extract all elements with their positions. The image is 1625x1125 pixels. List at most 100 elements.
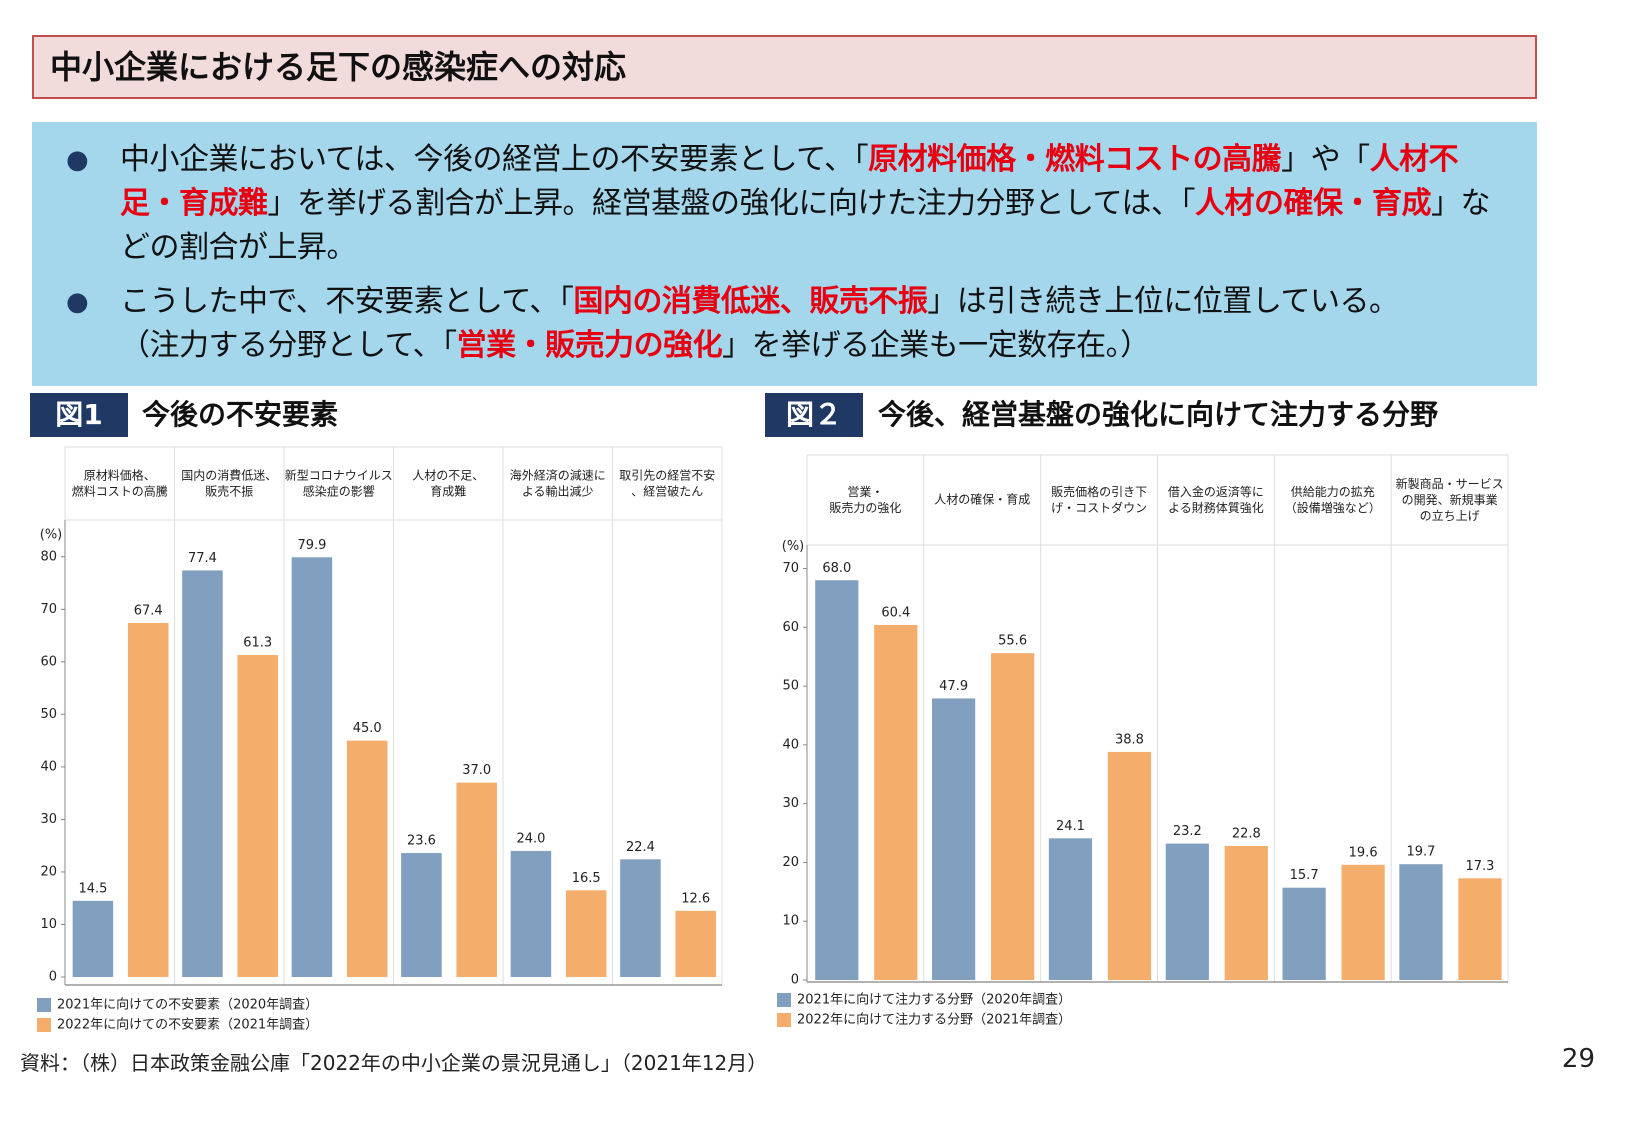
value-label: 77.4 — [188, 551, 217, 566]
y-tick-label: 50 — [782, 679, 799, 694]
bar — [620, 859, 661, 977]
y-tick-label: 60 — [40, 654, 57, 669]
bullet-dot: ● — [66, 287, 89, 317]
value-label: 60.4 — [881, 605, 910, 620]
bullet-text: 」を挙げる企業も一定数存在。） — [722, 328, 1150, 363]
bar — [565, 890, 607, 977]
bar — [1458, 878, 1502, 980]
bar — [127, 622, 169, 977]
emphasis-text: 人材不足・育成難 — [120, 142, 1459, 221]
summary-box: ● 中小企業においては、今後の経営上の不安要素として、「原材料価格・燃料コストの高… — [32, 122, 1537, 386]
bullet-text: 」などの割合が上昇。 — [120, 186, 1491, 265]
bar — [1048, 838, 1093, 980]
y-axis-label: (%) — [40, 527, 63, 542]
value-label: 24.1 — [1056, 819, 1085, 834]
emphasis-text: 原材料価格・燃料コストの高騰 — [868, 142, 1282, 177]
y-tick-label: 50 — [40, 707, 57, 722]
category-label: 新製商品・サービスの開発、新規事業の立ち上げ — [1396, 476, 1504, 523]
legend-swatch — [777, 993, 791, 1007]
legend-label: 2021年に向けての不安要素（2020年調査） — [57, 997, 318, 1013]
y-tick-label: 0 — [49, 970, 57, 985]
value-label: 16.5 — [572, 871, 601, 886]
bullet-text: 」を挙げる割合が上昇。経営基盤の強化に向けた注力分野としては、「 — [267, 186, 1196, 221]
y-tick-label: 20 — [782, 855, 799, 870]
bar — [991, 653, 1035, 980]
legend-swatch — [37, 998, 51, 1012]
value-label: 22.8 — [1232, 826, 1261, 841]
value-label: 79.9 — [297, 538, 326, 553]
y-tick-label: 40 — [782, 737, 799, 752]
bar — [932, 698, 976, 980]
bar — [1165, 843, 1209, 980]
value-label: 45.0 — [353, 721, 382, 736]
bar — [401, 853, 442, 977]
chart-title: 今後の不安要素 — [142, 398, 338, 431]
value-label: 68.0 — [822, 561, 851, 576]
category-label: 人材の確保・育成 — [934, 492, 1030, 507]
category-label: 営業・販売力の強化 — [829, 485, 901, 515]
value-label: 24.0 — [516, 831, 545, 846]
value-label: 37.0 — [462, 763, 491, 778]
y-tick-label: 10 — [40, 917, 57, 932]
y-tick-label: 0 — [791, 973, 799, 988]
value-label: 23.2 — [1173, 824, 1202, 839]
source-note: 資料：（株）日本政策金融公庫「2022年の中小企業の景況見通し」（2021年12… — [20, 1051, 768, 1075]
bar — [874, 624, 918, 980]
value-label: 17.3 — [1465, 859, 1494, 874]
bar — [1399, 864, 1443, 980]
bar — [675, 910, 716, 977]
y-tick-label: 40 — [40, 759, 57, 774]
emphasis-text: 営業・販売力の強化 — [456, 328, 723, 363]
page-number: 29 — [1561, 1044, 1595, 1074]
slide-title: 中小企業における足下の感染症への対応 — [32, 35, 1537, 99]
legend-label: 2022年に向けての不安要素（2021年調査） — [57, 1017, 318, 1033]
legend-swatch — [777, 1013, 791, 1027]
figure-label: 図２ — [786, 398, 842, 431]
bullet: ● こうした中で、不安要素として、「国内の消費低迷、販売不振」は引き続き上位に位置… — [32, 280, 1537, 368]
figure-label-box — [765, 393, 863, 437]
bullet-list: ● 中小企業においては、今後の経営上の不安要素として、「原材料価格・燃料コストの高… — [32, 122, 1537, 368]
bar — [237, 654, 278, 977]
value-label: 12.6 — [681, 891, 710, 906]
bar — [1282, 887, 1326, 980]
legend-label: 2022年に向けて注力する分野（2021年調査） — [797, 1012, 1071, 1028]
figure-label: 図1 — [55, 398, 102, 431]
y-tick-label: 80 — [40, 549, 57, 564]
value-label: 61.3 — [243, 635, 272, 650]
value-label: 23.6 — [407, 834, 436, 849]
bar — [456, 782, 497, 977]
value-label: 19.7 — [1406, 845, 1435, 860]
legend-label: 2021年に向けて注力する分野（2020年調査） — [797, 992, 1071, 1008]
y-tick-label: 10 — [782, 914, 799, 929]
emphasis-text: 国内の消費低迷、販売不振 — [573, 284, 928, 319]
value-label: 22.4 — [626, 840, 655, 855]
figure-label-box — [30, 393, 128, 437]
bar — [815, 580, 859, 980]
category-label: 取引先の経営不安、経営破たん — [619, 467, 715, 498]
category-label: 供給能力の拡充（設備増強など） — [1285, 484, 1381, 515]
category-label: 販売価格の引き下げ・コストダウン — [1051, 484, 1147, 515]
value-label: 67.4 — [134, 603, 163, 618]
y-tick-label: 70 — [40, 602, 57, 617]
category-label: 海外経済の減速による輸出減少 — [510, 467, 606, 498]
bar — [72, 900, 114, 977]
category-label: 国内の消費低迷、販売不振 — [181, 467, 277, 498]
bar — [510, 850, 552, 977]
bullet-text: 」や「 — [1281, 142, 1370, 177]
value-label: 47.9 — [939, 679, 968, 694]
bullet-text: 中小企業においては、今後の経営上の不安要素として、「 — [120, 142, 869, 177]
bullet-text: こうした中で、不安要素として、「 — [120, 284, 574, 319]
y-tick-label: 60 — [782, 620, 799, 635]
value-label: 19.6 — [1349, 845, 1378, 860]
y-axis-label: (%) — [782, 539, 805, 554]
category-label: 借入金の返済等による財務体質強化 — [1168, 484, 1264, 515]
value-label: 55.6 — [998, 634, 1027, 649]
bullet-dot: ● — [66, 145, 89, 175]
category-label: 新型コロナウイルス感染症の影響 — [285, 467, 393, 498]
value-label: 15.7 — [1290, 868, 1319, 883]
value-label: 38.8 — [1115, 732, 1144, 747]
y-tick-label: 30 — [782, 796, 799, 811]
chart-title: 今後、経営基盤の強化に向けて注力する分野 — [878, 398, 1438, 431]
